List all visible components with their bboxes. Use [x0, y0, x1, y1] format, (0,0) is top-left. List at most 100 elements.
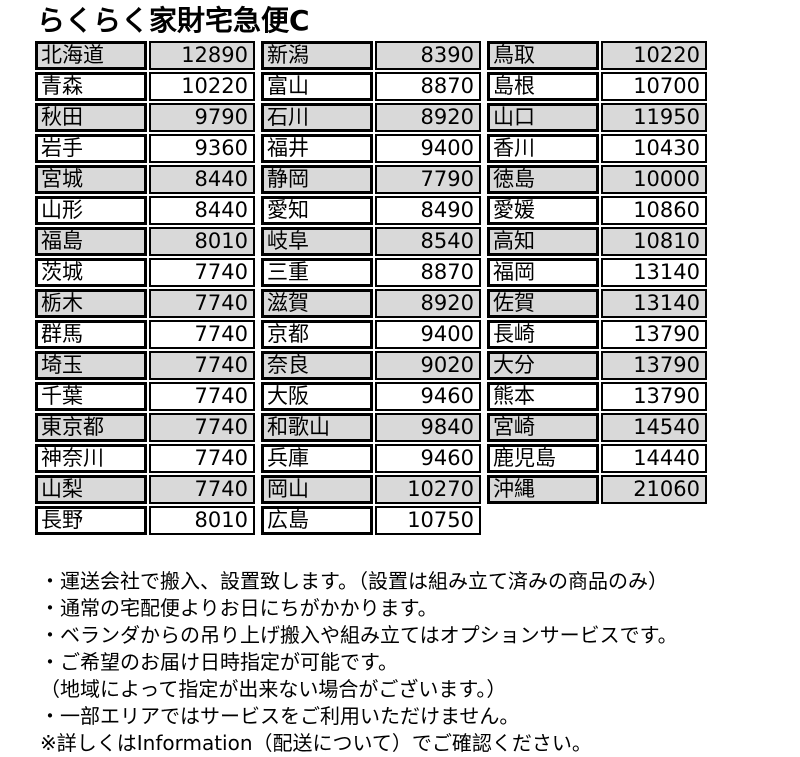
table-row: 静岡 7790	[261, 165, 481, 194]
price-table-body: 鳥取 10220 島根 10700 山口 11950 香川 10430 徳島 10000 愛媛 108…	[487, 41, 707, 504]
table-row: 京都 9400	[261, 320, 481, 349]
prefecture-cell: 熊本	[487, 382, 599, 411]
price-cell: 13140	[601, 289, 707, 318]
note-line: ※詳しくはInformation（配送について）でご確認ください。	[40, 731, 592, 755]
table-row: 東京都 7740	[35, 413, 255, 442]
prefecture-cell: 徳島	[487, 165, 599, 194]
prefecture-cell: 茨城	[35, 258, 147, 287]
table-row: 山形 8440	[35, 196, 255, 225]
table-row: 長野 8010	[35, 506, 255, 535]
prefecture-cell: 長崎	[487, 320, 599, 349]
prefecture-cell: 山形	[35, 196, 147, 225]
note-line: ・運送会社で搬入、設置致します。（設置は組み立て済みの商品のみ）	[40, 569, 668, 593]
table-row: 徳島 10000	[487, 165, 707, 194]
price-cell: 9840	[375, 413, 481, 442]
table-row: 熊本 13790	[487, 382, 707, 411]
prefecture-cell: 石川	[261, 103, 373, 132]
price-cell: 8390	[375, 41, 481, 70]
price-table-west-japan: 鳥取 10220 島根 10700 山口 11950 香川 10430 徳島 10000 愛媛 108…	[485, 39, 709, 506]
table-row: 滋賀 8920	[261, 289, 481, 318]
price-cell: 8870	[375, 72, 481, 101]
prefecture-cell: 北海道	[35, 41, 147, 70]
prefecture-cell: 栃木	[35, 289, 147, 318]
prefecture-cell: 長野	[35, 506, 147, 535]
table-row: 北海道 12890	[35, 41, 255, 70]
price-table-east-japan: 北海道 12890 青森 10220 秋田 9790 岩手 9360 宮城 8440 山形 8440 福…	[33, 39, 257, 537]
page-title: らくらく家財宅急便C	[37, 4, 310, 37]
prefecture-cell: 宮城	[35, 165, 147, 194]
price-cell: 10270	[375, 475, 481, 504]
prefecture-cell: 広島	[261, 506, 373, 535]
table-row: 鹿児島 14440	[487, 444, 707, 473]
price-cell: 7740	[149, 413, 255, 442]
price-cell: 10220	[601, 41, 707, 70]
note-line: ・ベランダからの吊り上げ搬入や組み立てはオプションサービスです。	[40, 623, 678, 647]
shipping-rate-tables: 北海道 12890 青森 10220 秋田 9790 岩手 9360 宮城 8440 山形 8440 福…	[33, 39, 800, 537]
table-row: 石川 8920	[261, 103, 481, 132]
prefecture-cell: 福井	[261, 134, 373, 163]
note-line: ・一部エリアではサービスをご利用いただけません。	[40, 704, 520, 728]
prefecture-cell: 山梨	[35, 475, 147, 504]
prefecture-cell: 鳥取	[487, 41, 599, 70]
prefecture-cell: 滋賀	[261, 289, 373, 318]
price-cell: 9460	[375, 444, 481, 473]
prefecture-cell: 岩手	[35, 134, 147, 163]
table-row: 栃木 7740	[35, 289, 255, 318]
prefecture-cell: 愛媛	[487, 196, 599, 225]
price-cell: 14440	[601, 444, 707, 473]
price-cell: 14540	[601, 413, 707, 442]
note-line: （地域によって指定が出来ない場合がございます。）	[40, 677, 507, 701]
table-row: 福井 9400	[261, 134, 481, 163]
price-cell: 10220	[149, 72, 255, 101]
table-row: 埼玉 7740	[35, 351, 255, 380]
price-cell: 13790	[601, 351, 707, 380]
price-cell: 9460	[375, 382, 481, 411]
table-row: 大阪 9460	[261, 382, 481, 411]
prefecture-cell: 秋田	[35, 103, 147, 132]
table-row: 岡山 10270	[261, 475, 481, 504]
prefecture-cell: 大分	[487, 351, 599, 380]
prefecture-cell: 岐阜	[261, 227, 373, 256]
price-table-central-japan: 新潟 8390 富山 8870 石川 8920 福井 9400 静岡 7790 愛知 8490 岐阜 85…	[259, 39, 483, 537]
price-cell: 8440	[149, 196, 255, 225]
price-cell: 13790	[601, 320, 707, 349]
table-row: 宮崎 14540	[487, 413, 707, 442]
table-row: 群馬 7740	[35, 320, 255, 349]
price-cell: 9020	[375, 351, 481, 380]
price-table-body: 北海道 12890 青森 10220 秋田 9790 岩手 9360 宮城 8440 山形 8440 福…	[35, 41, 255, 535]
prefecture-cell: 福島	[35, 227, 147, 256]
price-cell: 8440	[149, 165, 255, 194]
table-row: 岩手 9360	[35, 134, 255, 163]
prefecture-cell: 富山	[261, 72, 373, 101]
price-cell: 7740	[149, 258, 255, 287]
price-cell: 13790	[601, 382, 707, 411]
price-cell: 11950	[601, 103, 707, 132]
prefecture-cell: 兵庫	[261, 444, 373, 473]
table-row: 富山 8870	[261, 72, 481, 101]
table-row: 福岡 13140	[487, 258, 707, 287]
price-cell: 7740	[149, 351, 255, 380]
table-row: 沖縄 21060	[487, 475, 707, 504]
prefecture-cell: 群馬	[35, 320, 147, 349]
table-row: 佐賀 13140	[487, 289, 707, 318]
note-line: ・ご希望のお届け日時指定が可能です。	[40, 650, 398, 674]
prefecture-cell: 埼玉	[35, 351, 147, 380]
table-row: 大分 13790	[487, 351, 707, 380]
price-cell: 10700	[601, 72, 707, 101]
price-cell: 10430	[601, 134, 707, 163]
table-row: 広島 10750	[261, 506, 481, 535]
table-row: 福島 8010	[35, 227, 255, 256]
prefecture-cell: 福岡	[487, 258, 599, 287]
price-cell: 7740	[149, 382, 255, 411]
prefecture-cell: 高知	[487, 227, 599, 256]
price-cell: 8540	[375, 227, 481, 256]
prefecture-cell: 佐賀	[487, 289, 599, 318]
table-row: 山梨 7740	[35, 475, 255, 504]
table-row: 神奈川 7740	[35, 444, 255, 473]
price-cell: 8870	[375, 258, 481, 287]
prefecture-cell: 沖縄	[487, 475, 599, 504]
price-cell: 21060	[601, 475, 707, 504]
price-cell: 10810	[601, 227, 707, 256]
price-cell: 7740	[149, 289, 255, 318]
table-row: 愛知 8490	[261, 196, 481, 225]
